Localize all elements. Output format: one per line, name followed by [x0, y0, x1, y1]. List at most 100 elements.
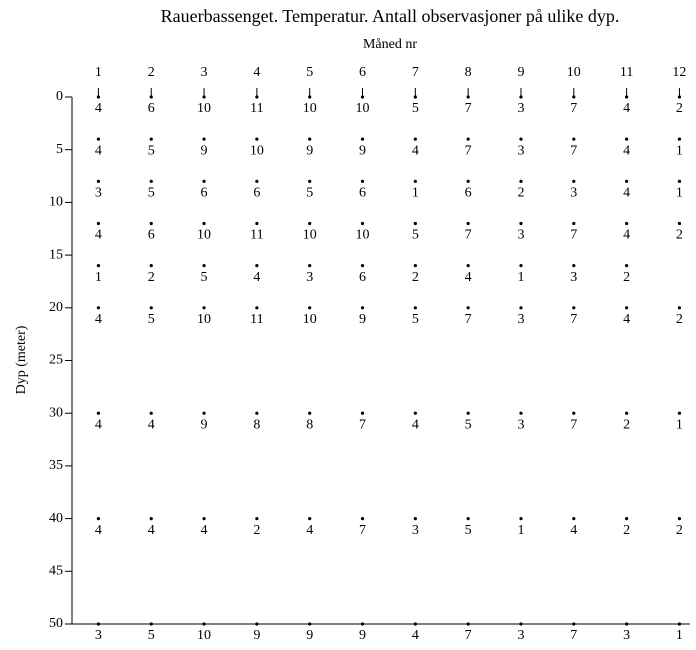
count-label: 9	[306, 143, 313, 158]
count-label: 3	[412, 523, 419, 538]
point	[308, 622, 312, 626]
point	[255, 622, 259, 626]
count-label: 3	[517, 228, 524, 243]
y-tick-label: 50	[49, 616, 63, 631]
count-label: 5	[412, 312, 419, 327]
point	[255, 179, 259, 183]
count-label: 5	[148, 628, 155, 643]
count-label: 1	[517, 270, 524, 285]
count-label: 8	[253, 417, 260, 432]
count-label: 4	[623, 228, 630, 243]
point	[519, 517, 523, 521]
point	[413, 622, 417, 626]
point	[572, 517, 576, 521]
x-tick-label: 8	[465, 65, 472, 80]
point	[625, 264, 629, 268]
point	[677, 411, 682, 415]
point	[677, 622, 682, 626]
count-label: 9	[359, 143, 366, 158]
point	[202, 221, 206, 226]
point	[202, 306, 206, 310]
point	[149, 264, 153, 268]
point	[519, 179, 523, 183]
y-axis-label: Dyp (meter)	[14, 325, 29, 394]
point	[625, 517, 629, 521]
count-label: 6	[201, 186, 208, 201]
point	[96, 264, 101, 268]
count-label: 9	[359, 312, 366, 327]
point	[149, 517, 153, 521]
point	[308, 411, 312, 415]
count-label: 10	[197, 228, 211, 243]
count-label: 2	[676, 228, 683, 243]
point	[625, 622, 629, 626]
count-label: 10	[303, 101, 317, 116]
point	[202, 137, 206, 141]
point	[96, 517, 101, 521]
point	[308, 306, 312, 310]
count-label: 4	[623, 101, 630, 116]
count-label: 11	[250, 228, 263, 243]
count-label: 3	[517, 312, 524, 327]
count-label: 6	[148, 101, 155, 116]
point	[413, 411, 417, 415]
count-label: 1	[676, 186, 683, 201]
count-label: 3	[517, 628, 524, 643]
point	[255, 264, 259, 268]
point	[96, 179, 101, 183]
point	[519, 411, 523, 415]
point	[413, 221, 417, 226]
point	[677, 306, 682, 310]
count-label: 10	[303, 228, 317, 243]
count-label: 4	[412, 417, 419, 432]
x-tick-label: 10	[567, 65, 581, 80]
count-label: 1	[517, 523, 524, 538]
count-label: 9	[201, 417, 208, 432]
point	[360, 411, 365, 415]
point	[466, 179, 470, 183]
x-tick-label: 5	[306, 65, 313, 80]
point	[96, 95, 101, 99]
count-label: 4	[412, 143, 419, 158]
y-tick-label: 10	[49, 195, 63, 210]
count-label: 7	[570, 101, 577, 116]
point	[677, 95, 682, 99]
point	[466, 306, 470, 310]
count-label: 2	[148, 270, 155, 285]
count-label: 7	[570, 417, 577, 432]
count-label: 5	[148, 186, 155, 201]
count-label: 4	[95, 143, 102, 158]
point	[413, 95, 417, 99]
chart-title: Rauerbassenget. Temperatur. Antall obser…	[161, 6, 620, 26]
point	[360, 179, 365, 183]
x-tick-label: 12	[672, 65, 686, 80]
count-label: 7	[570, 228, 577, 243]
point	[149, 622, 153, 626]
count-label: 6	[148, 228, 155, 243]
x-tick-label: 4	[253, 65, 260, 80]
y-tick-label: 25	[49, 353, 63, 368]
point	[360, 264, 365, 268]
count-label: 2	[676, 101, 683, 116]
count-label: 4	[148, 523, 155, 538]
point	[413, 137, 417, 141]
count-label: 7	[570, 628, 577, 643]
y-tick-label: 5	[56, 142, 63, 157]
point	[308, 95, 312, 99]
count-label: 3	[517, 143, 524, 158]
y-tick-label: 0	[56, 89, 63, 104]
count-label: 2	[623, 417, 630, 432]
count-label: 2	[623, 270, 630, 285]
count-label: 1	[676, 143, 683, 158]
point	[308, 517, 312, 521]
point	[308, 264, 312, 268]
point	[466, 517, 470, 521]
point	[572, 411, 576, 415]
point	[466, 411, 470, 415]
point	[572, 95, 576, 99]
count-label: 7	[465, 101, 472, 116]
point	[677, 179, 682, 183]
count-label: 3	[517, 417, 524, 432]
point	[625, 95, 629, 99]
count-label: 1	[676, 417, 683, 432]
